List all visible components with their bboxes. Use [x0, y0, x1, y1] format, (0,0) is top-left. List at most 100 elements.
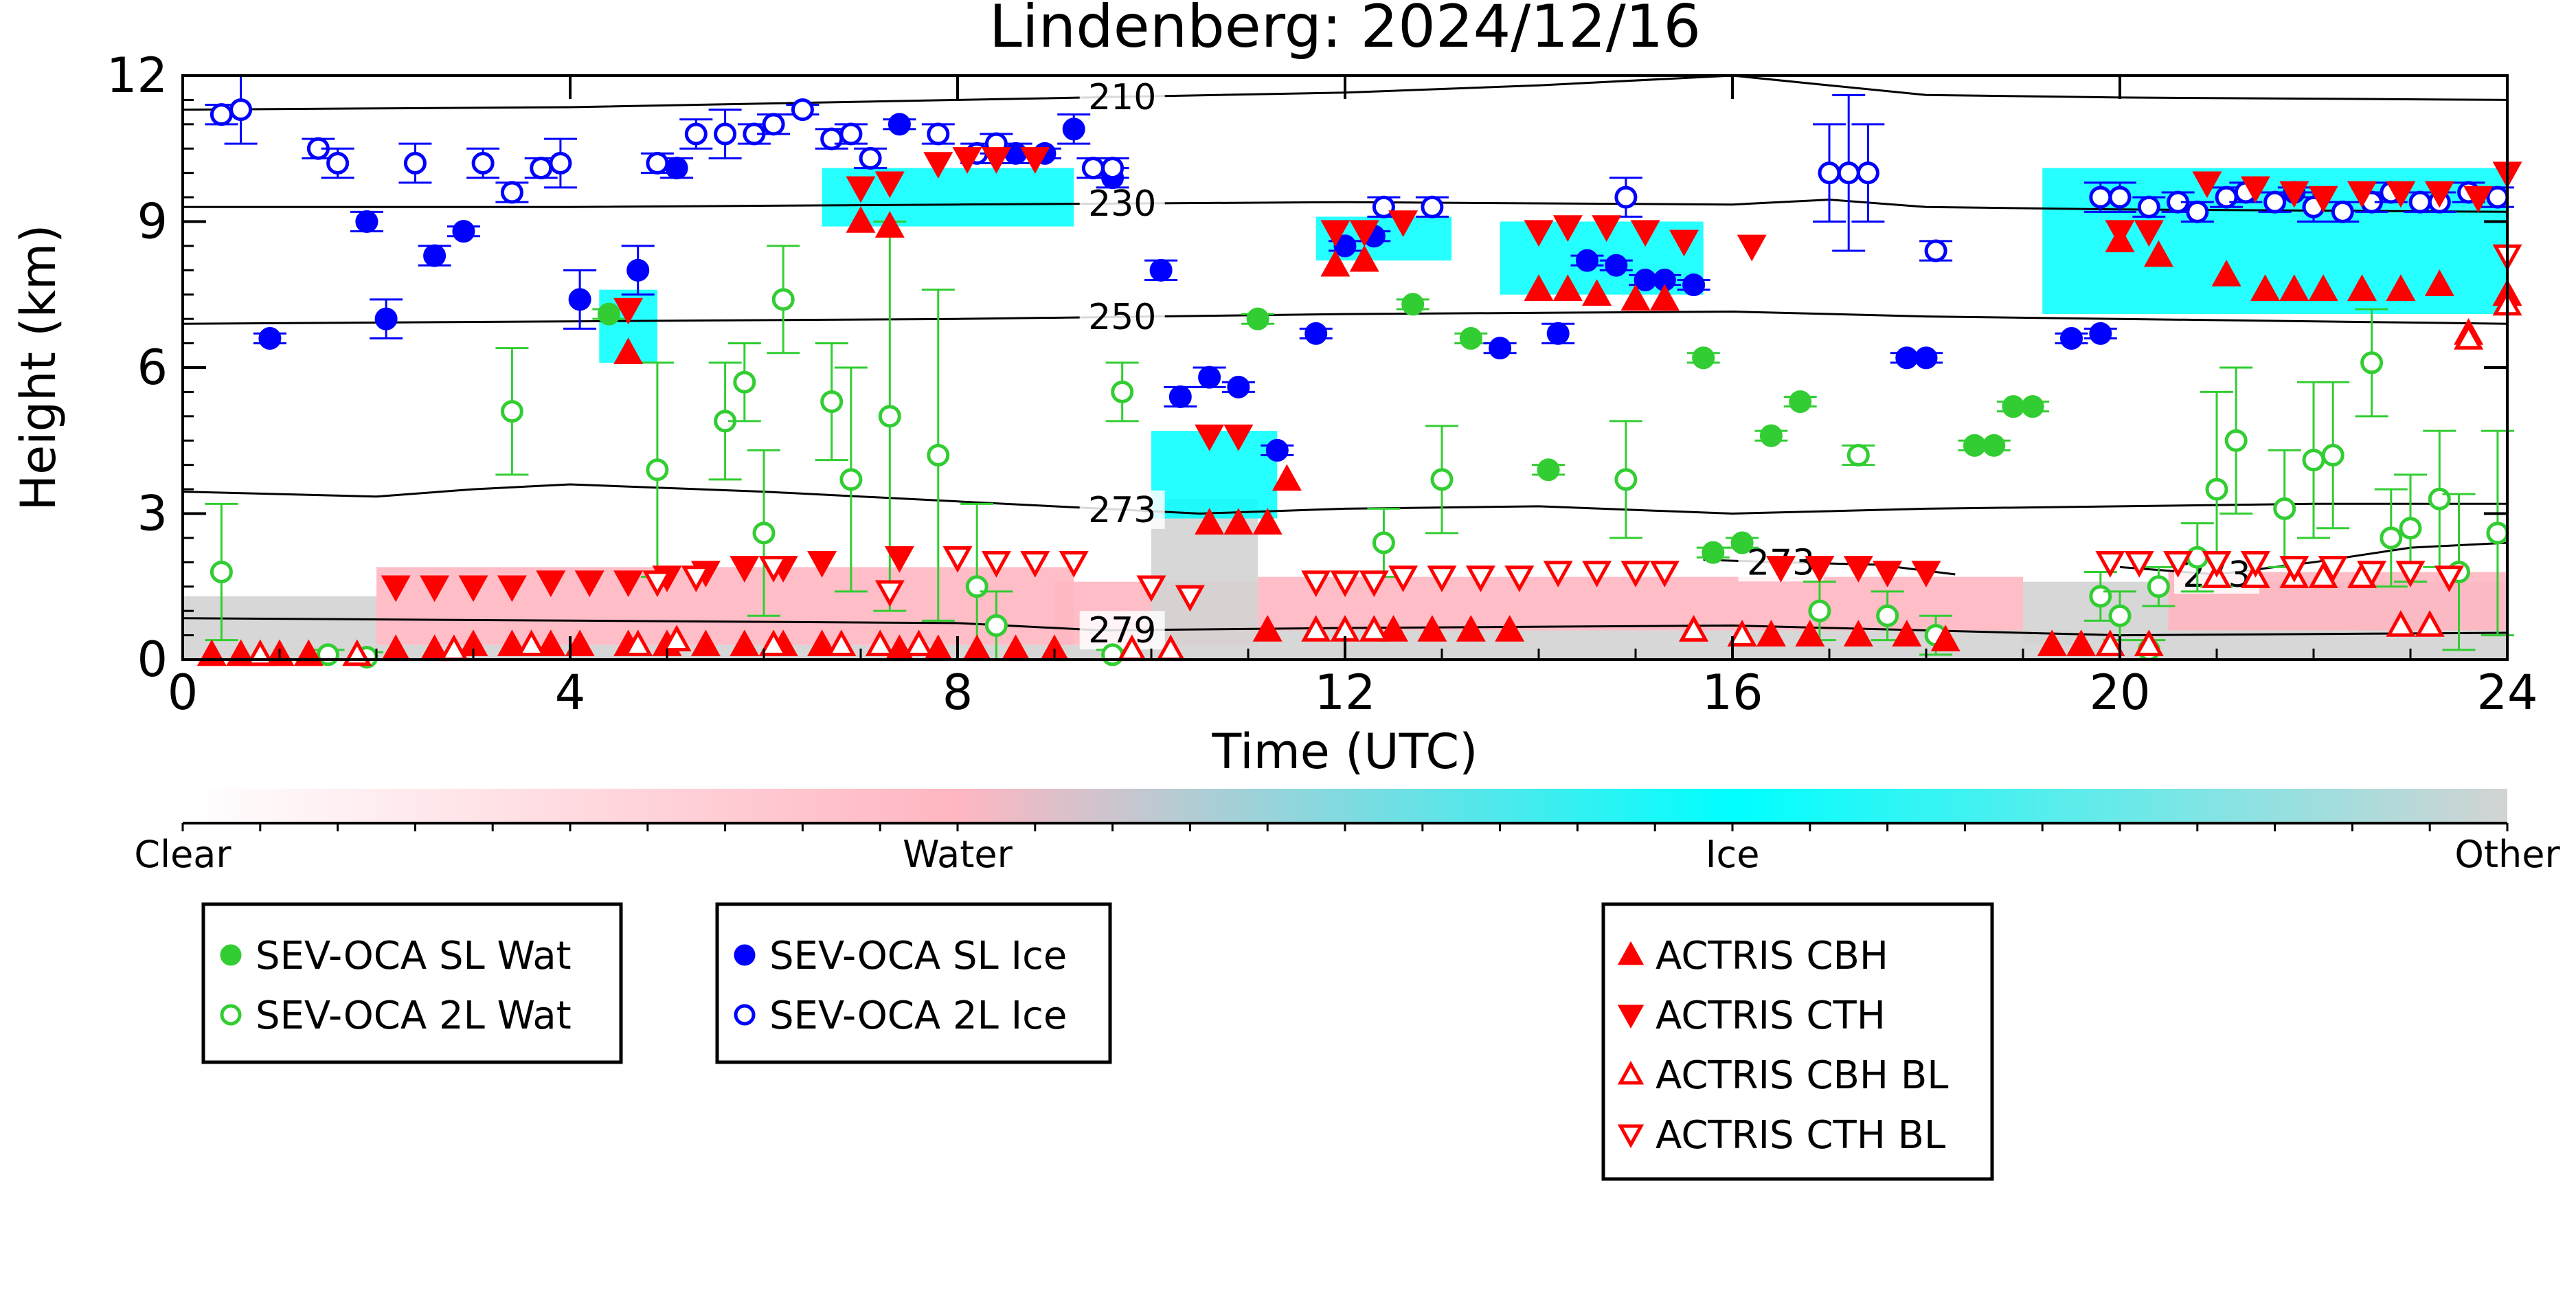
data-point — [2066, 629, 2097, 657]
data-point — [1730, 531, 1754, 554]
data-point — [646, 458, 669, 482]
x-tick-label: 0 — [168, 664, 199, 721]
data-point — [2250, 274, 2280, 301]
data-point — [904, 629, 934, 657]
legend: SEV-OCA SL Wat SEV-OCA 2L Wat SEV-OCA SL I… — [201, 902, 1994, 1181]
data-point — [942, 546, 973, 573]
data-point — [1020, 147, 1050, 174]
x-axis-label: Time (UTC) — [1212, 723, 1478, 780]
data-point — [2147, 575, 2170, 598]
colorbar-label: Other — [2454, 833, 2560, 876]
data-point — [1692, 346, 1715, 370]
data-point — [2279, 556, 2309, 583]
data-point — [2463, 186, 2494, 213]
data-point — [381, 575, 411, 603]
data-point — [2386, 274, 2416, 301]
data-point — [626, 258, 650, 282]
data-point — [1911, 561, 1941, 587]
data-point — [2308, 274, 2338, 301]
data-point — [1634, 269, 1657, 291]
data-point — [1620, 284, 1651, 311]
data-point — [1614, 186, 1638, 209]
data-point — [846, 206, 876, 233]
data-point — [730, 556, 760, 583]
data-point — [1101, 157, 1125, 180]
data-point — [403, 152, 427, 175]
y-axis: 0 3 6 9 12 — [106, 47, 2507, 688]
data-point — [568, 288, 591, 311]
series-actris-cbh-bl — [245, 289, 2522, 666]
data-point — [1227, 375, 1250, 398]
data-point — [807, 629, 837, 657]
data-point — [884, 546, 914, 573]
data-point — [2399, 517, 2422, 540]
data-point — [1301, 615, 1331, 642]
y-tick-label: 9 — [137, 194, 168, 250]
x-tick-label: 16 — [1702, 664, 1763, 721]
legend-marker — [220, 1004, 242, 1026]
data-point — [2137, 195, 2160, 218]
legend-box — [715, 902, 1112, 1064]
data-point — [1846, 444, 1870, 467]
data-point — [1175, 585, 1205, 612]
data-point — [2357, 561, 2387, 587]
data-point — [1301, 570, 1331, 598]
legend-label: SEV-OCA 2L Ice — [769, 993, 1067, 1038]
data-point — [1320, 249, 1351, 277]
data-point — [1168, 385, 1192, 408]
data-point — [1582, 279, 1612, 306]
data-point — [517, 629, 547, 657]
data-point — [1543, 561, 1573, 587]
data-point — [210, 103, 233, 126]
data-point — [1246, 307, 1269, 330]
legend-marker — [734, 1004, 756, 1026]
data-point — [1805, 556, 1835, 583]
data-point — [1524, 274, 1554, 301]
data-point — [1465, 565, 1495, 592]
data-point — [2360, 351, 2384, 374]
data-point — [2263, 190, 2287, 214]
isotherm-label: 279 — [1088, 610, 1156, 651]
isotherm-line — [183, 483, 2507, 515]
data-point — [420, 575, 450, 603]
isotherm-line — [183, 199, 2507, 213]
colorbar-label: Water — [903, 833, 1013, 876]
data-point — [2202, 551, 2232, 578]
data-point — [2454, 323, 2484, 350]
data-point — [2273, 497, 2296, 520]
legend-label: ACTRIS CBH BL — [1656, 1053, 1948, 1098]
data-point — [452, 220, 475, 243]
data-point — [681, 565, 711, 592]
data-point — [1020, 551, 1050, 578]
data-point — [2060, 327, 2083, 350]
data-point — [1252, 615, 1283, 642]
data-point — [1843, 556, 1873, 583]
legend-marker — [734, 944, 756, 966]
x-tick-label: 24 — [2476, 664, 2538, 721]
data-point — [807, 551, 837, 578]
data-point — [2318, 556, 2348, 583]
legend-box — [1601, 902, 1994, 1181]
data-point — [1136, 575, 1166, 603]
y-axis-label: Height (km) — [10, 225, 67, 511]
data-point — [2240, 176, 2270, 203]
data-point — [665, 157, 688, 180]
data-point — [690, 629, 721, 657]
data-point — [2347, 274, 2377, 301]
data-point — [730, 629, 760, 657]
isotherm-label: 210 — [1088, 77, 1156, 118]
series-sev-oca-sl-wat — [592, 293, 2050, 564]
data-point — [2105, 220, 2135, 247]
data-point — [1930, 625, 1961, 651]
data-point — [613, 298, 644, 325]
data-point — [2163, 551, 2193, 578]
series-actris-cth-bl — [642, 244, 2522, 612]
data-point — [1304, 322, 1328, 345]
chart-title: Lindenberg: 2024/12/16 — [989, 0, 1701, 61]
data-point — [1101, 643, 1125, 666]
data-point — [2215, 186, 2238, 209]
data-point — [1605, 254, 1628, 277]
data-point — [1795, 620, 1825, 647]
data-point — [623, 629, 653, 657]
